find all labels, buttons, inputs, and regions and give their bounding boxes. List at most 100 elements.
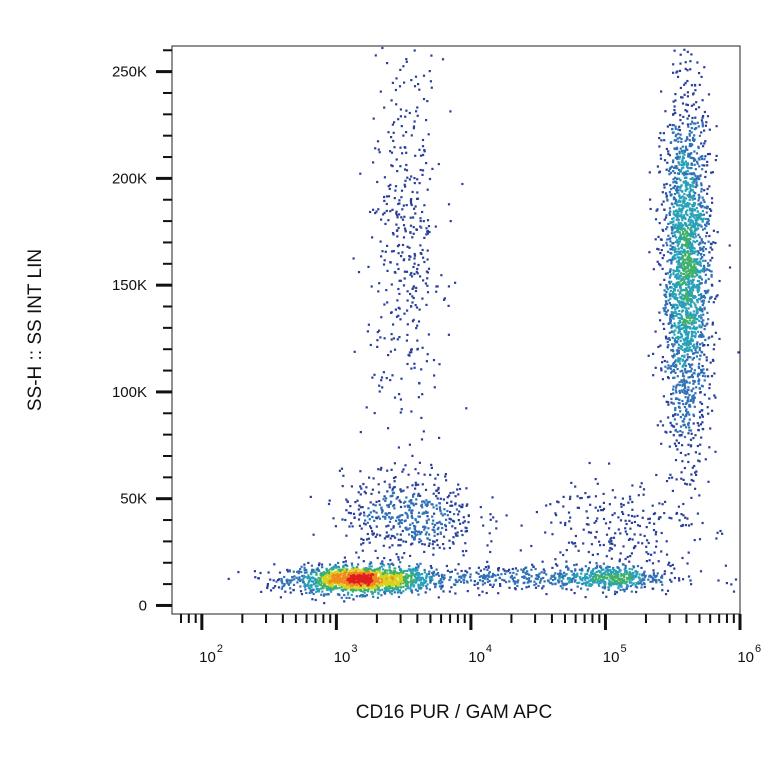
data-point: [302, 577, 305, 580]
data-point: [676, 276, 679, 279]
data-point: [308, 584, 311, 587]
data-point: [677, 140, 680, 143]
data-point: [676, 253, 679, 256]
data-point: [552, 575, 555, 578]
data-point: [666, 161, 669, 164]
data-point: [674, 459, 678, 462]
data-point: [333, 580, 337, 583]
data-point: [406, 176, 409, 179]
data-point: [331, 578, 334, 581]
data-point: [328, 588, 331, 591]
data-point: [465, 504, 468, 507]
data-point: [338, 568, 341, 571]
data-point: [307, 580, 310, 583]
data-point: [449, 571, 452, 574]
data-point: [657, 345, 660, 348]
data-point: [708, 397, 711, 400]
data-point: [406, 587, 409, 590]
data-point: [681, 244, 684, 248]
data-point: [301, 574, 304, 578]
data-point: [673, 246, 676, 249]
data-point: [699, 298, 702, 301]
data-point: [699, 253, 702, 256]
data-point: [416, 191, 419, 194]
data-point: [421, 138, 425, 142]
data-point: [420, 438, 424, 441]
data-point: [365, 406, 368, 409]
data-point: [609, 584, 612, 587]
data-point: [691, 204, 694, 207]
data-point: [698, 319, 701, 322]
data-point: [419, 579, 422, 582]
data-point: [691, 235, 695, 238]
data-point: [613, 572, 616, 575]
data-point: [411, 484, 414, 487]
data-point: [599, 579, 602, 582]
data-point: [375, 579, 378, 582]
data-point: [411, 295, 414, 298]
data-point: [687, 125, 690, 128]
data-point: [349, 512, 352, 515]
data-point: [707, 337, 710, 340]
data-point: [672, 210, 675, 213]
data-point: [382, 575, 385, 578]
data-point: [696, 216, 699, 219]
data-point: [405, 151, 408, 154]
data-point: [670, 572, 673, 575]
data-point: [699, 257, 702, 260]
data-point: [702, 115, 705, 118]
data-point: [680, 140, 683, 143]
data-point: [396, 245, 400, 248]
data-point: [694, 175, 697, 178]
data-point: [363, 579, 366, 582]
data-point: [344, 584, 347, 587]
data-point: [593, 572, 596, 575]
data-point: [414, 484, 417, 487]
data-point: [400, 573, 403, 576]
data-point: [620, 583, 623, 586]
data-point: [402, 590, 405, 593]
data-point: [329, 588, 332, 591]
data-point: [391, 544, 394, 547]
data-point: [689, 250, 692, 253]
data-point: [414, 304, 417, 307]
data-point: [462, 574, 465, 577]
data-point: [697, 294, 700, 297]
data-point: [679, 227, 682, 230]
data-point: [677, 337, 680, 341]
data-point: [363, 594, 366, 597]
data-point: [378, 384, 381, 387]
data-point: [713, 394, 716, 397]
data-point: [366, 515, 369, 518]
data-point: [421, 581, 424, 584]
data-point: [707, 219, 710, 222]
data-point: [676, 296, 679, 300]
data-point: [671, 235, 675, 238]
data-point: [412, 265, 415, 269]
data-point: [690, 225, 694, 228]
data-point: [412, 578, 415, 581]
data-point: [669, 297, 672, 300]
data-point: [341, 518, 344, 521]
data-point: [656, 247, 659, 250]
data-point: [300, 571, 303, 574]
data-point: [702, 302, 705, 305]
data-point: [714, 297, 717, 300]
data-point: [323, 584, 326, 587]
data-point: [367, 537, 370, 540]
data-point: [399, 514, 402, 517]
data-point: [586, 570, 589, 573]
data-point: [702, 198, 705, 201]
data-point: [443, 574, 446, 577]
data-point: [688, 145, 691, 148]
data-point: [680, 211, 683, 214]
data-point: [689, 316, 693, 319]
data-point: [429, 576, 432, 579]
data-point: [665, 147, 668, 151]
data-point: [362, 482, 365, 486]
data-point: [422, 220, 425, 223]
data-point: [392, 580, 395, 583]
data-point: [394, 185, 398, 188]
data-point: [700, 436, 703, 439]
data-point: [683, 385, 687, 388]
